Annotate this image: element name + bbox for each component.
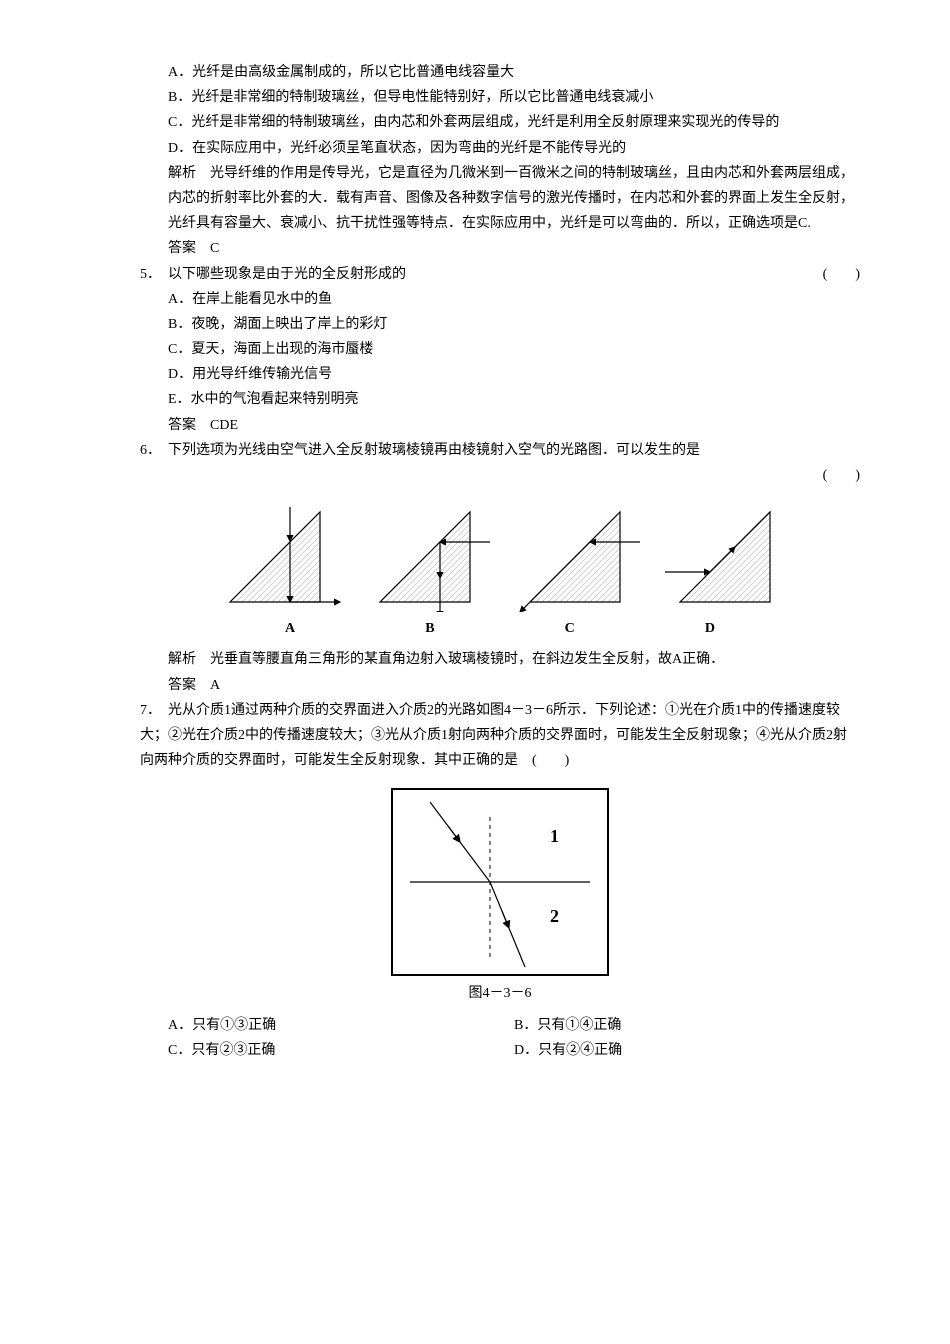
q4-option-c: C．光纤是非常细的特制玻璃丝，由内芯和外套两层组成，光纤是利用全反射原理来实现光… (140, 110, 860, 135)
q4-option-a: A．光纤是由高级金属制成的，所以它比普通电线容量大 (140, 60, 860, 85)
q5-blank-paren: ( ) (823, 262, 860, 287)
q7-option-a: A．只有①③正确 (168, 1013, 514, 1038)
q7-figure-caption: 图4－3－6 (140, 981, 860, 1006)
q6-label-a: A (285, 616, 295, 641)
q7-option-b: B．只有①④正确 (514, 1013, 860, 1038)
q5-answer: 答案 CDE (140, 413, 860, 438)
q6-label-c: C (565, 616, 575, 641)
q6-diagram-labels: A B C D (220, 616, 780, 641)
q5-option-c: C．夏天，海面上出现的海市蜃楼 (140, 337, 860, 362)
q6-label-b: B (425, 616, 434, 641)
q7-number: 7． (140, 698, 168, 723)
q6-answer: 答案 A (140, 673, 860, 698)
q5-stem: 以下哪些现象是由于光的全反射形成的 (168, 267, 406, 282)
q7-option-c: C．只有②③正确 (168, 1038, 514, 1063)
q5-number: 5． (140, 262, 168, 287)
q7-diagram: 1 2 图4－3－6 (140, 787, 860, 1006)
q4-explain-text: 光导纤维的作用是传导光，它是直径为几微米到一百微米之间的特制玻璃丝，且由内芯和外… (168, 166, 854, 231)
q4-option-d: D．在实际应用中，光纤必须呈笔直状态，因为弯曲的光纤是不能传导光的 (140, 136, 860, 161)
q6-explain-text: 光垂直等腰直角三角形的某直角边射入玻璃棱镜时，在斜边发生全反射，故A正确． (210, 652, 724, 667)
q5-option-e: E．水中的气泡看起来特别明亮 (140, 387, 860, 412)
q6-answer-value: A (210, 678, 220, 693)
q7-label-2: 2 (550, 906, 559, 926)
q6-label-d: D (705, 616, 715, 641)
q4-answer-label: 答案 (168, 241, 196, 256)
q5-answer-label: 答案 (168, 418, 196, 433)
q7-label-1: 1 (550, 826, 559, 846)
q7-stem-row: 7．光从介质1通过两种介质的交界面进入介质2的光路如图4－3－6所示．下列论述：… (140, 698, 860, 774)
q7-option-d: D．只有②④正确 (514, 1038, 860, 1063)
q5-answer-value: CDE (210, 418, 238, 433)
q6-stem-row: 6．下列选项为光线由空气进入全反射玻璃棱镜再由棱镜射入空气的光路图．可以发生的是 (140, 438, 860, 463)
q6-explanation: 解析光垂直等腰直角三角形的某直角边射入玻璃棱镜时，在斜边发生全反射，故A正确． (140, 647, 860, 672)
q4-option-b: B．光纤是非常细的特制玻璃丝，但导电性能特别好，所以它比普通电线衰减小 (140, 85, 860, 110)
q6-blank-paren: ( ) (823, 463, 860, 488)
q6-explain-label: 解析 (168, 652, 196, 667)
q7-stem: 光从介质1通过两种介质的交界面进入介质2的光路如图4－3－6所示．下列论述：①光… (140, 703, 847, 768)
q6-stem: 下列选项为光线由空气进入全反射玻璃棱镜再由棱镜射入空气的光路图．可以发生的是 (168, 443, 700, 458)
q4-explain-label: 解析 (168, 166, 196, 181)
q4-answer: 答案 C (140, 236, 860, 261)
q6-answer-label: 答案 (168, 678, 196, 693)
q4-explanation: 解析光导纤维的作用是传导光，它是直径为几微米到一百微米之间的特制玻璃丝，且由内芯… (140, 161, 860, 237)
q5-option-b: B．夜晚，湖面上映出了岸上的彩灯 (140, 312, 860, 337)
q7-options-row1: A．只有①③正确 B．只有①④正确 (140, 1013, 860, 1038)
q6-paren-row: ( ) (140, 463, 860, 488)
q6-number: 6． (140, 438, 168, 463)
q4-answer-value: C (210, 241, 219, 256)
q5-option-d: D．用光导纤维传输光信号 (140, 362, 860, 387)
q7-options-row2: C．只有②③正确 D．只有②④正确 (140, 1038, 860, 1063)
q5-stem-row: 5．以下哪些现象是由于光的全反射形成的 ( ) (140, 262, 860, 287)
q5-option-a: A．在岸上能看见水中的鱼 (140, 287, 860, 312)
q6-diagram: A B C D (140, 502, 860, 641)
